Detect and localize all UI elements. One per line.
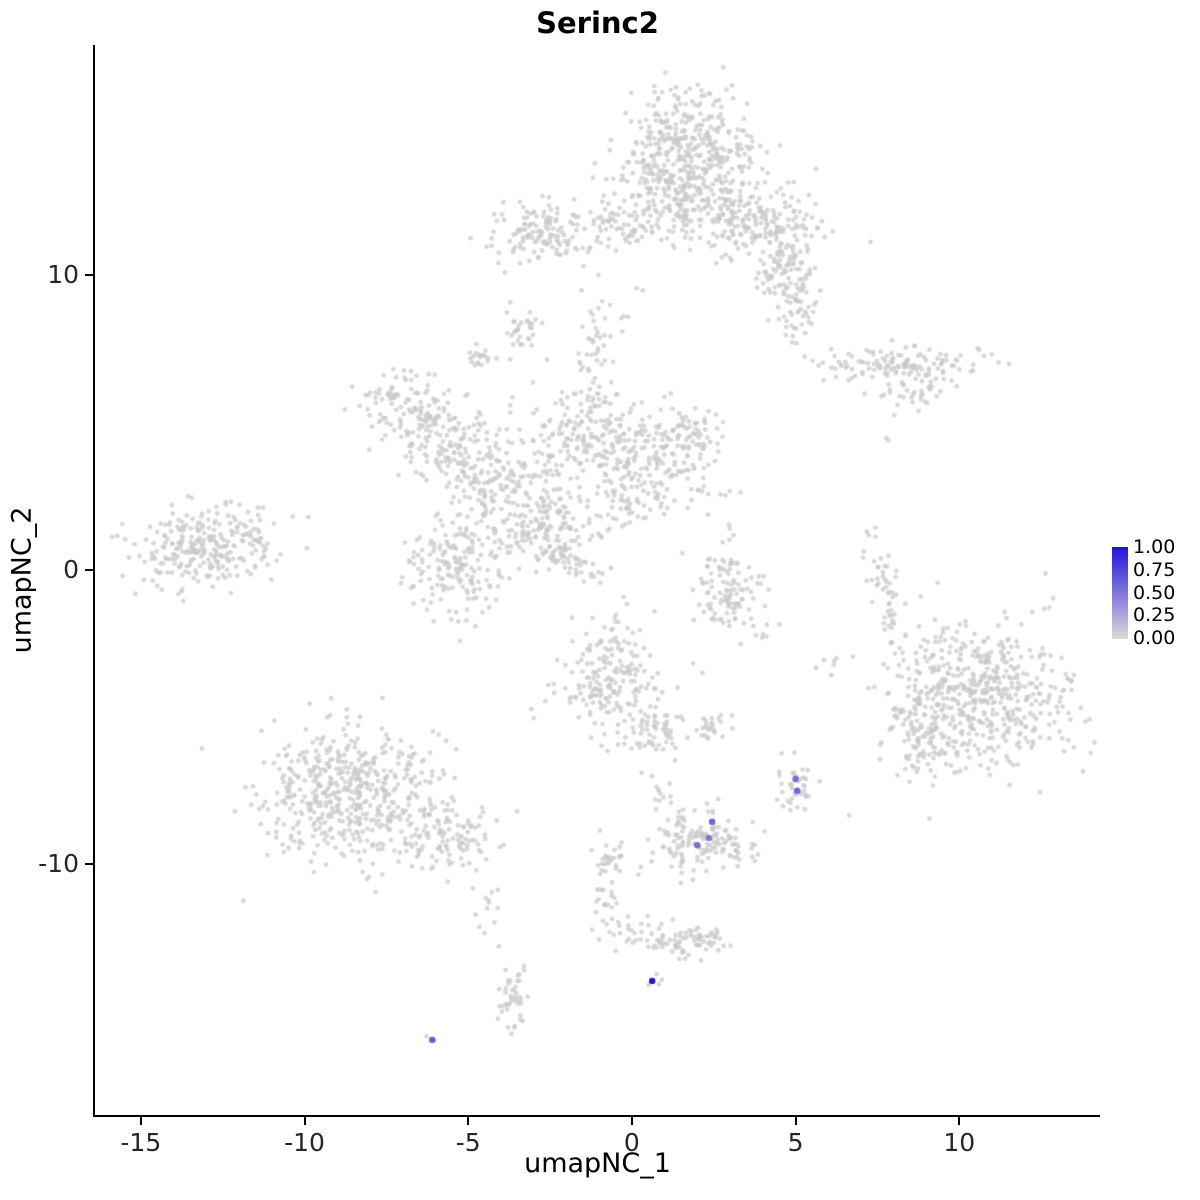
x-tick-mark <box>303 1117 306 1125</box>
y-tick-label: 10 <box>47 259 79 289</box>
scatter-canvas <box>95 45 1100 1115</box>
y-tick-mark <box>85 863 93 866</box>
x-axis-line <box>93 1115 1100 1117</box>
x-tick-mark <box>467 1117 470 1125</box>
x-tick-mark <box>139 1117 142 1125</box>
y-tick-mark <box>85 273 93 276</box>
plot-title: Serinc2 <box>536 6 659 40</box>
x-tick-mark <box>794 1117 797 1125</box>
x-tick-mark <box>630 1117 633 1125</box>
y-tick-mark <box>85 568 93 571</box>
legend-tick-label: 0.00 <box>1133 627 1176 649</box>
legend: 1.00 0.75 0.50 0.25 0.00 <box>1112 538 1175 648</box>
legend-tick-label: 0.50 <box>1133 581 1176 604</box>
x-tick-mark <box>958 1117 961 1125</box>
y-axis-label: umapNC_2 <box>6 506 38 654</box>
legend-labels: 1.00 0.75 0.50 0.25 0.00 <box>1133 538 1175 648</box>
x-axis-label: umapNC_1 <box>524 1148 671 1179</box>
legend-tick-label: 0.25 <box>1133 604 1176 627</box>
legend-tick-label: 0.75 <box>1133 558 1176 581</box>
y-tick-label: -10 <box>38 849 79 879</box>
legend-tick-label: 1.00 <box>1133 536 1176 558</box>
legend-gradient-bar <box>1112 547 1128 639</box>
